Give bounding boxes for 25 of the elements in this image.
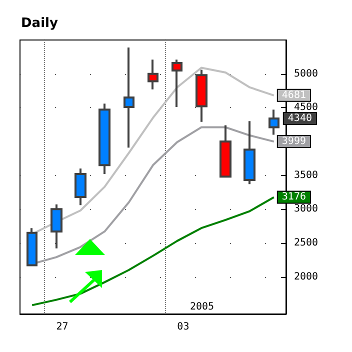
candlestick <box>244 120 256 186</box>
candlestick <box>148 58 158 90</box>
data-label: 4681 <box>282 90 306 101</box>
data-label: 3176 <box>282 192 306 203</box>
x-tick-label: 03 <box>177 322 190 332</box>
candlestick <box>50 203 62 250</box>
candlestick <box>74 168 86 206</box>
candlestick <box>124 46 134 149</box>
y-tick-label: 5000 <box>294 68 318 80</box>
candlestick <box>172 58 182 108</box>
y-tick-label: 3000 <box>294 204 318 215</box>
y-tick-label: 2000 <box>294 271 318 282</box>
text: 4340 <box>288 112 312 124</box>
candlestick <box>26 227 38 267</box>
y-tick-label: 3500 <box>294 170 318 181</box>
annotation: 2005 <box>190 302 214 312</box>
candlestick <box>220 124 232 178</box>
candlestick <box>196 68 208 123</box>
x-tick-label: 27 <box>56 322 68 332</box>
y-tick-label: 4500 <box>294 102 318 114</box>
data-label: 3999 <box>282 136 306 148</box>
candlestick <box>268 108 280 136</box>
y-tick-label: 2500 <box>294 237 318 248</box>
candlestick <box>98 102 110 175</box>
chart-title: Daily <box>21 16 58 31</box>
